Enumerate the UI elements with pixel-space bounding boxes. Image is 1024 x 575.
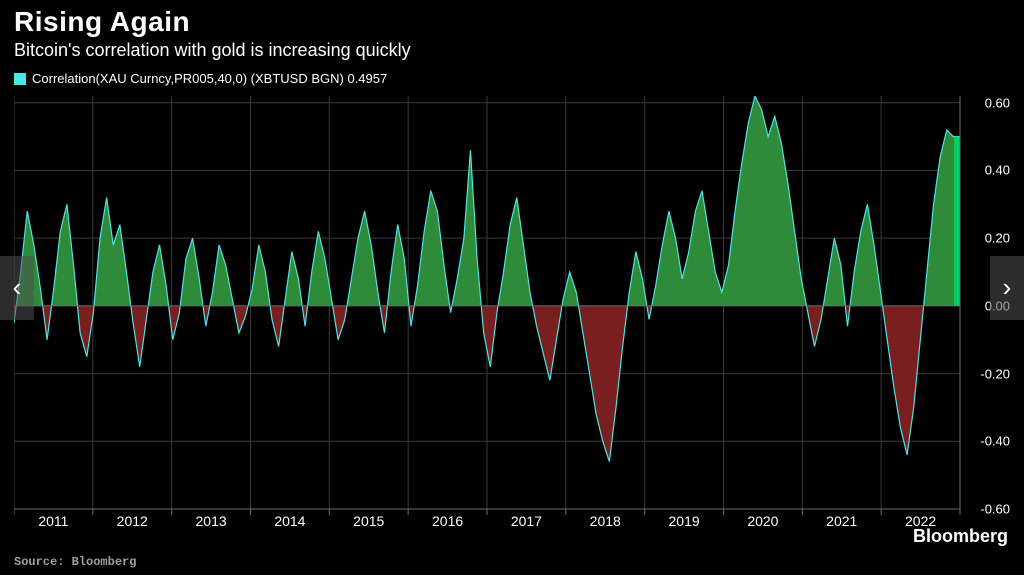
- source-attribution: Source: Bloomberg: [14, 555, 136, 569]
- bloomberg-brand: Bloomberg: [913, 526, 1008, 547]
- x-tick-label: 2021: [826, 513, 857, 529]
- chart-legend: Correlation(XAU Curncy,PR005,40,0) (XBTU…: [0, 63, 1024, 88]
- y-tick-label: 0.60: [985, 95, 1010, 110]
- x-tick-label: 2015: [353, 513, 384, 529]
- correlation-area-chart: [14, 96, 1010, 527]
- chart-header: Rising Again Bitcoin's correlation with …: [0, 0, 1024, 63]
- y-tick-label: -0.60: [980, 502, 1010, 517]
- x-tick-label: 2013: [196, 513, 227, 529]
- prev-button[interactable]: ‹: [0, 256, 34, 320]
- x-tick-label: 2017: [511, 513, 542, 529]
- legend-swatch: [14, 73, 26, 85]
- y-tick-label: -0.40: [980, 434, 1010, 449]
- x-axis-labels: 2011 2012 2013 2014 2015 2016 2017 2018 2019 2020…: [14, 513, 960, 533]
- next-button[interactable]: ›: [990, 256, 1024, 320]
- chart-plot-area: [14, 96, 1010, 527]
- chevron-left-icon: ‹: [13, 272, 22, 303]
- x-tick-label: 2019: [669, 513, 700, 529]
- chevron-right-icon: ›: [1003, 272, 1012, 303]
- y-tick-label: 0.20: [985, 231, 1010, 246]
- x-tick-label: 2012: [117, 513, 148, 529]
- legend-text: Correlation(XAU Curncy,PR005,40,0) (XBTU…: [32, 71, 387, 86]
- chart-subtitle: Bitcoin's correlation with gold is incre…: [14, 40, 1010, 61]
- x-tick-label: 2020: [747, 513, 778, 529]
- y-tick-label: 0.40: [985, 163, 1010, 178]
- y-tick-label: -0.20: [980, 366, 1010, 381]
- x-tick-label: 2014: [274, 513, 305, 529]
- x-tick-label: 2011: [38, 513, 68, 529]
- x-tick-label: 2016: [432, 513, 463, 529]
- chart-title: Rising Again: [14, 6, 1010, 38]
- x-tick-label: 2018: [590, 513, 621, 529]
